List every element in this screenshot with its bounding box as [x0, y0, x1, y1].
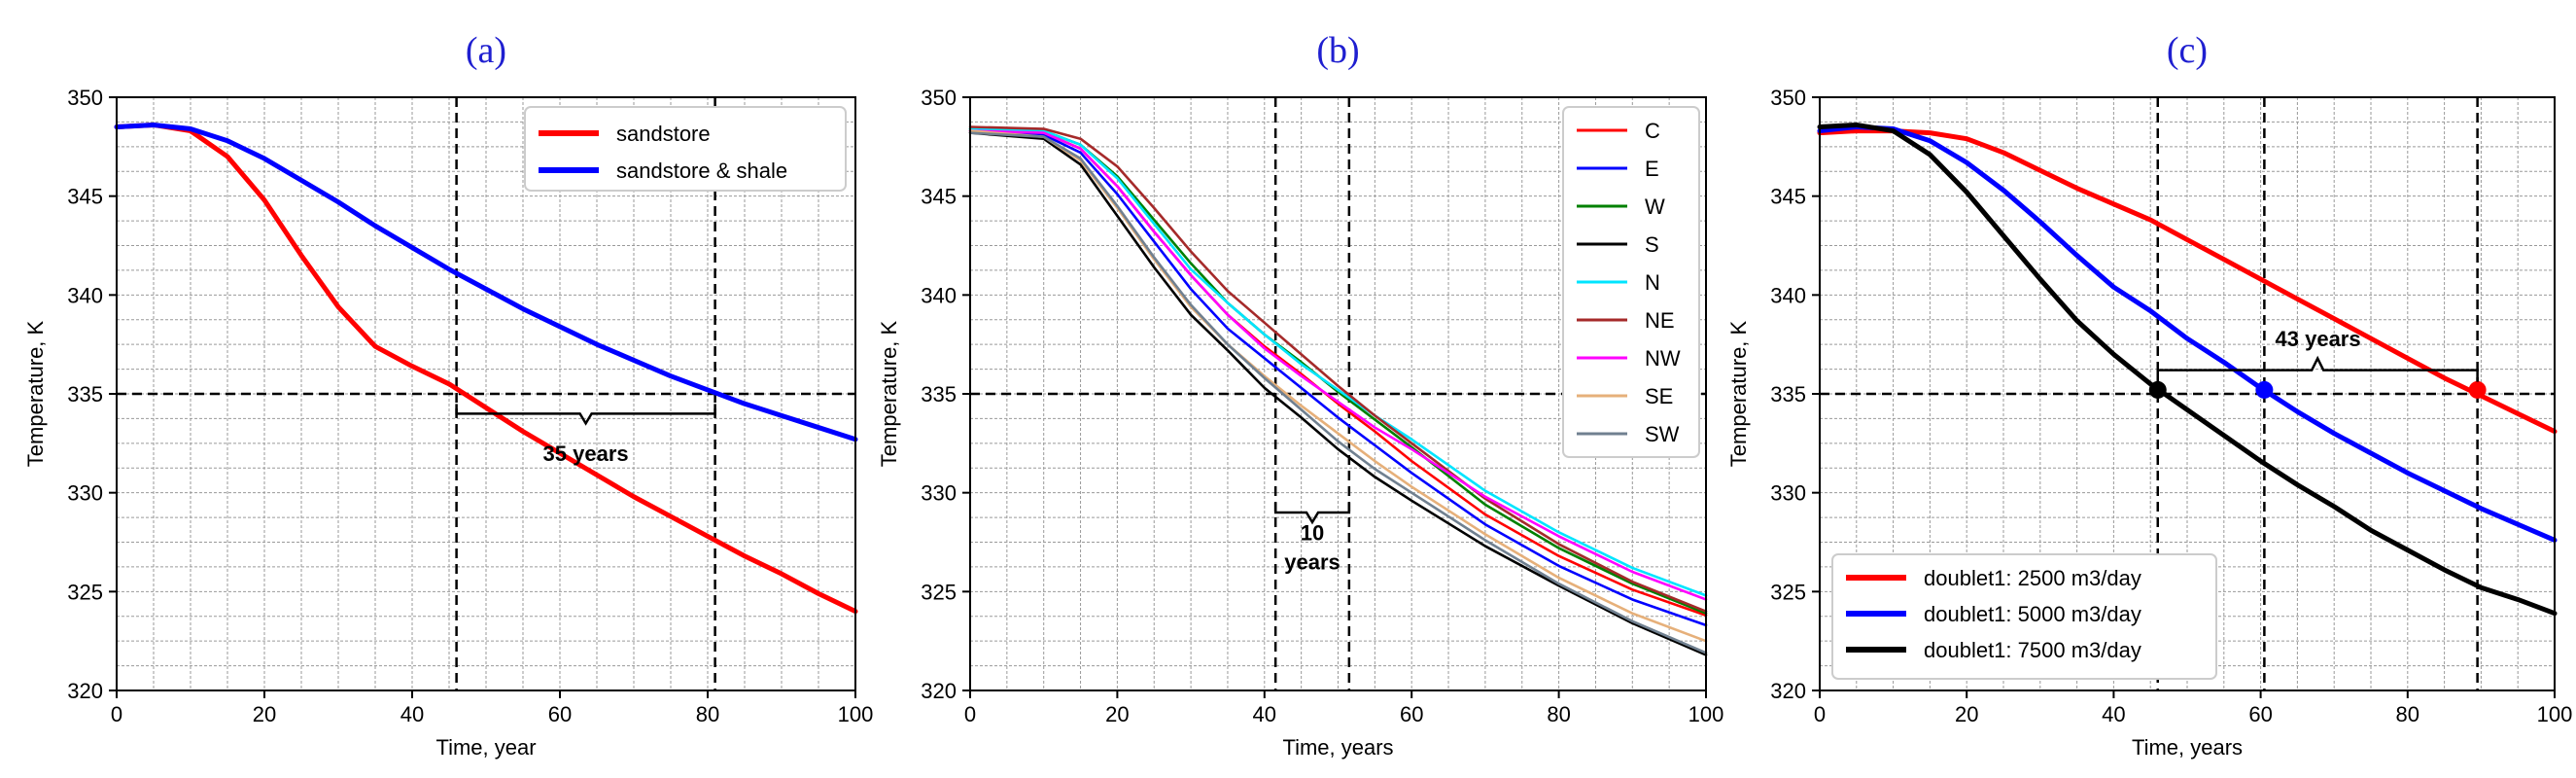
- y-tick-label: 345: [67, 185, 103, 209]
- legend-box: [1831, 553, 2217, 680]
- y-axis-label: Temperature, K: [877, 320, 901, 467]
- data-marker: [2255, 380, 2274, 399]
- y-tick-label: 335: [1770, 382, 1806, 407]
- y-tick-label: 325: [1770, 580, 1806, 604]
- y-tick-label: 350: [67, 86, 103, 110]
- legend-label: W: [1645, 194, 1665, 219]
- series-line-e: [968, 129, 1708, 627]
- y-tick-label: 350: [1770, 86, 1806, 110]
- series-line-s: [968, 131, 1708, 656]
- legend-box: [524, 106, 847, 192]
- series-line-doublet1-5000-m3-day: [1817, 124, 2558, 543]
- legend-label: doublet1: 7500 m3/day: [1924, 638, 2141, 662]
- x-tick-label: 40: [400, 702, 424, 726]
- series-line-doublet1-7500-m3-day: [1817, 122, 2558, 617]
- x-tick-label: 100: [838, 702, 874, 726]
- x-tick-label: 80: [696, 702, 719, 726]
- y-tick-label: 330: [67, 481, 103, 506]
- panel-b: 10 years 0 20 40 60 80 100 320 325 330 335 340 345 350…: [877, 30, 1723, 760]
- x-tick-label: 60: [2248, 702, 2272, 726]
- annotation-bracket: [1273, 503, 1351, 525]
- panel-a: 35 years 0 20 40 60 80 100 320 325 330 335 340 345 35…: [23, 30, 873, 760]
- legend-box: [1562, 106, 1700, 458]
- legend-label: NW: [1645, 346, 1681, 371]
- y-tick-label: 330: [921, 481, 957, 506]
- x-tick-label: 20: [1955, 702, 1978, 726]
- x-tick-label: 100: [1688, 702, 1724, 726]
- y-tick-label: 325: [67, 580, 103, 604]
- x-axis-label: Time, years: [1282, 735, 1393, 760]
- annotation-label-line: 10: [1301, 520, 1324, 545]
- y-tick-label: 330: [1770, 481, 1806, 506]
- x-tick-label: 60: [548, 702, 572, 726]
- y-tick-label: 325: [921, 580, 957, 604]
- x-tick-label: 20: [1105, 702, 1129, 726]
- x-tick-label: 80: [1547, 702, 1570, 726]
- x-tick-label: 0: [111, 702, 122, 726]
- x-tick-label: 100: [2537, 702, 2573, 726]
- data-marker: [2468, 380, 2487, 399]
- annotation-bracket: [455, 404, 716, 426]
- legend-label: doublet1: 5000 m3/day: [1924, 602, 2141, 626]
- x-tick-label: 60: [1400, 702, 1423, 726]
- y-tick-label: 320: [921, 679, 957, 703]
- legend-label: S: [1645, 232, 1659, 257]
- legend: doublet1: 2500 m3/day doublet1: 5000 m3/d…: [1831, 553, 2217, 680]
- x-tick-label: 80: [2396, 702, 2419, 726]
- legend-label: SE: [1645, 384, 1673, 408]
- x-tick-label: 40: [2102, 702, 2125, 726]
- y-tick-label: 320: [1770, 679, 1806, 703]
- y-tick-label: 320: [67, 679, 103, 703]
- legend-label: SW: [1645, 422, 1680, 446]
- y-tick-label: 335: [67, 382, 103, 407]
- y-tick-label: 340: [67, 283, 103, 307]
- x-tick-label: 20: [253, 702, 276, 726]
- legend-label: NE: [1645, 308, 1675, 333]
- annotation-bracket: [2156, 355, 2479, 382]
- x-axis-label: Time, years: [2132, 735, 2243, 760]
- y-axis-label: Temperature, K: [23, 320, 48, 467]
- y-tick-label: 335: [921, 382, 957, 407]
- legend-label: sandstore: [616, 122, 711, 146]
- panel-label: (a): [466, 30, 506, 71]
- legend-label: C: [1645, 119, 1660, 143]
- y-tick-label: 350: [921, 86, 957, 110]
- y-tick-label: 345: [921, 185, 957, 209]
- x-tick-label: 40: [1253, 702, 1276, 726]
- series-line-nw: [968, 129, 1708, 601]
- series-line-n: [968, 127, 1708, 597]
- data-marker: [2148, 380, 2167, 399]
- legend-label: N: [1645, 270, 1660, 295]
- annotation-label: 10 years: [1284, 520, 1340, 574]
- panel-label: (c): [2167, 30, 2208, 71]
- annotation-label: 35 years: [543, 442, 629, 466]
- series-line-sandstore-shale: [114, 122, 858, 442]
- series-line-sw: [968, 131, 1708, 654]
- series-line-doublet1-2500-m3-day: [1817, 128, 2558, 435]
- series-line-ne: [968, 125, 1708, 613]
- legend: sandstore sandstore & shale: [524, 106, 847, 192]
- series-line-sandstore: [114, 122, 858, 615]
- legend-label: doublet1: 2500 m3/day: [1924, 566, 2141, 590]
- legend-label: sandstore & shale: [616, 159, 787, 183]
- y-axis-label: Temperature, K: [1726, 320, 1751, 467]
- x-tick-label: 0: [964, 702, 976, 726]
- panel-c: 43 years 0 20 40 60 80 100 320 325 330 335 340 345 35…: [1726, 30, 2572, 760]
- annotation-label-line: years: [1284, 549, 1340, 574]
- y-tick-label: 345: [1770, 185, 1806, 209]
- panel-label: (b): [1316, 30, 1359, 71]
- x-tick-label: 0: [1814, 702, 1826, 726]
- y-tick-label: 340: [1770, 283, 1806, 307]
- y-tick-label: 340: [921, 283, 957, 307]
- annotation-label: 43 years: [2276, 327, 2361, 351]
- x-axis-label: Time, year: [435, 735, 536, 760]
- legend-label: E: [1645, 157, 1659, 181]
